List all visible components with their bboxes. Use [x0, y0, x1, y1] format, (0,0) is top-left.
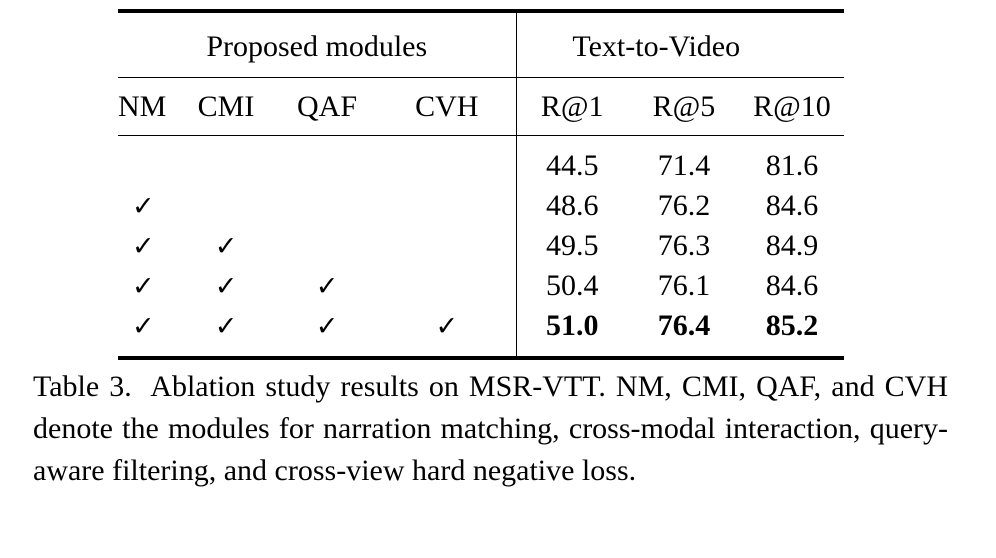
- caption-label: Table 3.: [33, 370, 132, 403]
- cell-r10: 84.6: [765, 269, 819, 302]
- cell-r5: 76.1: [657, 269, 711, 302]
- results-table: Proposed modules Text-to-Video NM CMI QA…: [118, 13, 844, 356]
- cell-nm: ✓: [132, 230, 155, 262]
- cell-nm: [118, 136, 176, 187]
- table-bottom-rule: [118, 356, 844, 360]
- table-caption: Table 3. Ablation study results on MSR-V…: [33, 366, 948, 492]
- cell-r1: 44.5: [515, 135, 628, 186]
- cell-nm: ✓: [132, 310, 155, 342]
- column-header-r1: R@1: [515, 77, 628, 136]
- cell-cmi: [176, 136, 276, 187]
- cell-cvh: [378, 266, 516, 306]
- cell-cvh: [378, 186, 516, 226]
- cell-qaf: [276, 186, 378, 226]
- cell-cvh: [378, 136, 516, 187]
- column-header-cmi: CMI: [197, 89, 255, 123]
- group-header-proposed-modules: Proposed modules: [206, 30, 428, 63]
- column-header-r5: R@5: [652, 89, 716, 123]
- column-header-nm: NM: [118, 89, 167, 123]
- cell-nm: ✓: [132, 270, 155, 302]
- cell-r1: 51.0: [515, 306, 628, 356]
- table-row: ✓ ✓ 49.5 76.3 84.9: [118, 226, 844, 266]
- cell-r5: 76.3: [657, 229, 711, 262]
- group-header-row: Proposed modules Text-to-Video: [118, 13, 844, 78]
- group-header-text-to-video: Text-to-Video: [515, 13, 844, 78]
- ablation-table: Proposed modules Text-to-Video NM CMI QA…: [118, 9, 844, 360]
- cell-cmi: [176, 186, 276, 226]
- cell-r10: 84.9: [765, 229, 819, 262]
- column-header-r10: R@10: [753, 89, 831, 123]
- caption-text: Ablation study results on MSR-VTT. NM, C…: [33, 370, 948, 487]
- column-header-row: NM CMI QAF CVH R@1 R@5 R@10: [118, 77, 844, 136]
- cell-cmi: ✓: [214, 230, 238, 262]
- column-header-cvh: CVH: [415, 89, 479, 123]
- cell-cvh: [378, 226, 516, 266]
- cell-r5: 76.2: [657, 189, 711, 222]
- table-row: ✓ ✓ ✓ 50.4 76.1 84.6: [118, 266, 844, 306]
- cell-r10: 81.6: [765, 149, 819, 182]
- cell-qaf: [276, 226, 378, 266]
- table-row: ✓ ✓ ✓ ✓ 51.0 76.4 85.2: [118, 306, 844, 356]
- cell-qaf: [276, 136, 378, 187]
- cell-cvh: ✓: [435, 310, 459, 342]
- table-row: ✓ 48.6 76.2 84.6: [118, 186, 844, 226]
- cell-r1: 50.4: [515, 266, 628, 306]
- cell-nm: ✓: [132, 190, 155, 222]
- cell-r5: 76.4: [657, 309, 711, 342]
- cell-r1: 49.5: [515, 226, 628, 266]
- cell-cmi: ✓: [214, 270, 238, 302]
- cell-qaf: ✓: [315, 270, 339, 302]
- cell-r10: 85.2: [765, 309, 819, 342]
- table-row: 44.5 71.4 81.6: [118, 135, 844, 187]
- cell-qaf: ✓: [315, 310, 339, 342]
- table-top-rule: [118, 9, 844, 13]
- cell-r10: 84.6: [765, 189, 819, 222]
- column-header-qaf: QAF: [296, 89, 357, 123]
- cell-r1: 48.6: [515, 186, 628, 226]
- cell-r5: 71.4: [657, 149, 711, 182]
- cell-cmi: ✓: [214, 310, 238, 342]
